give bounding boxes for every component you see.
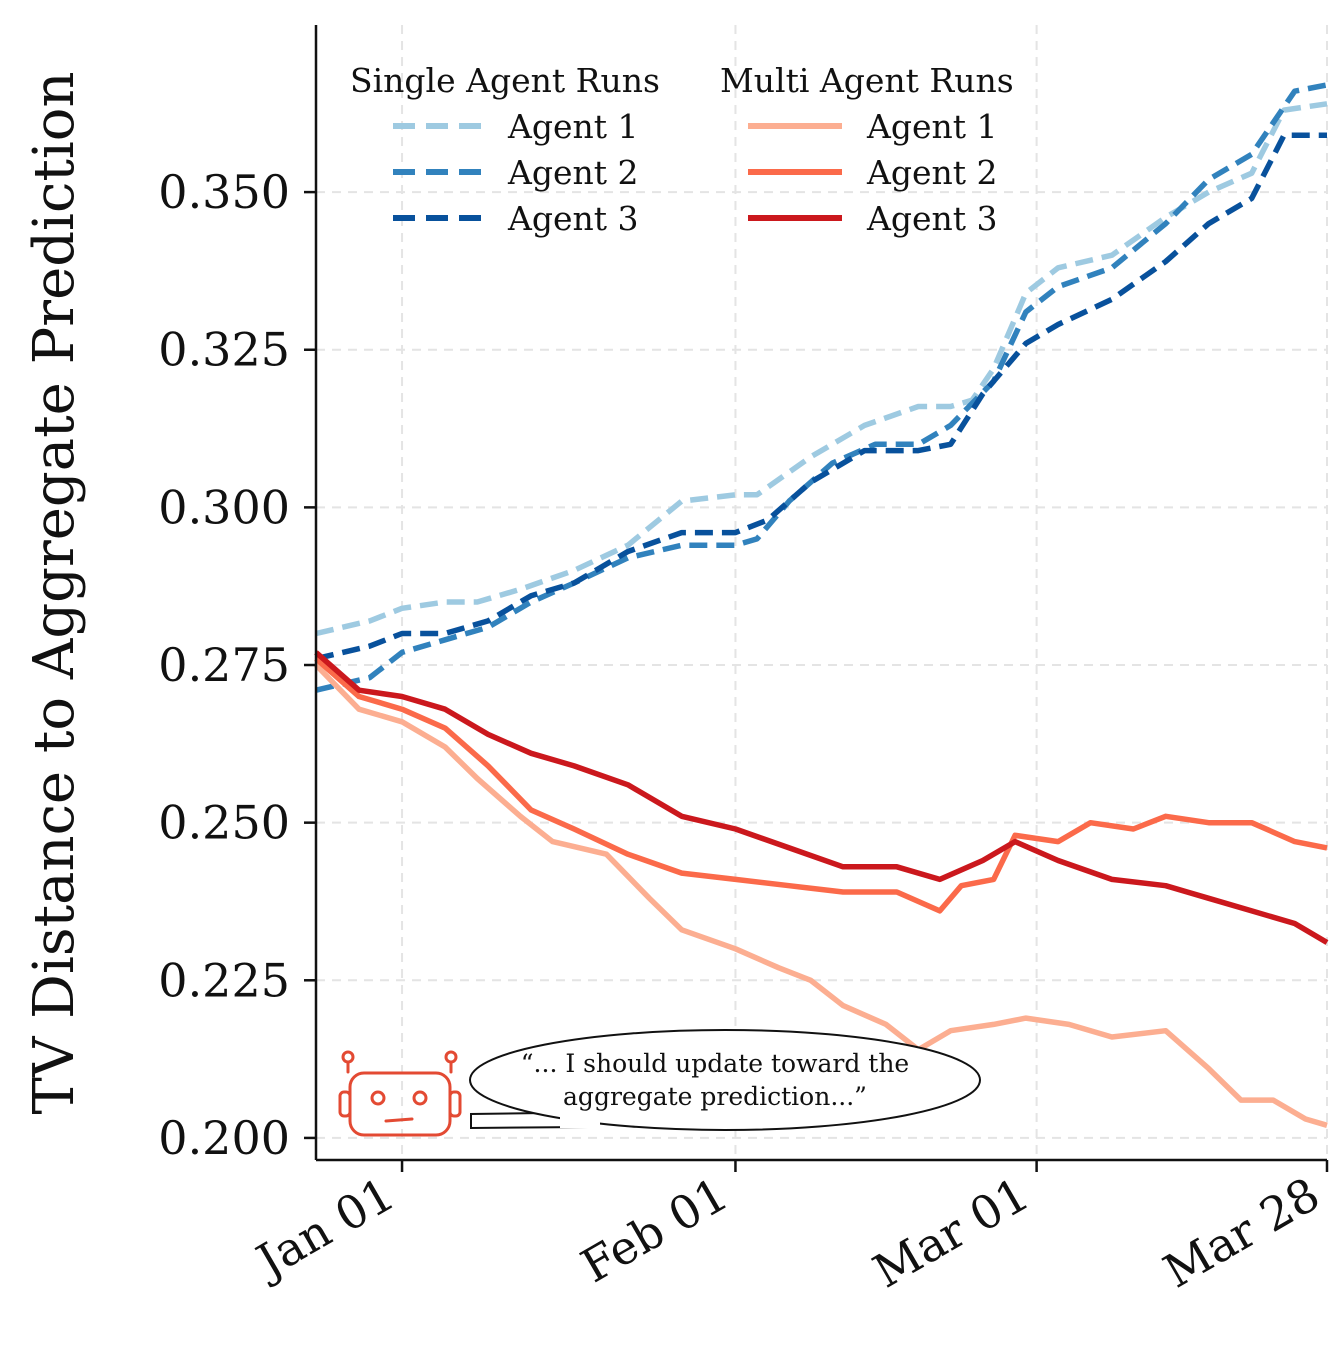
legend-entry-label: Agent 1	[507, 107, 639, 146]
legend-group-title: Single Agent Runs	[350, 61, 660, 100]
speech-bubble-ellipse	[469, 1029, 981, 1131]
series-line-4	[314, 656, 1328, 914]
legend: Single Agent Runs Agent 1 Agent 2 Agent 3 Mu…	[350, 61, 1014, 238]
y-tick-label: 0.225	[158, 953, 290, 1007]
annotation: “... I should update toward the aggregat…	[338, 1029, 981, 1137]
legend-entry-label: Agent 2	[866, 153, 998, 192]
axes	[304, 25, 1329, 1172]
grid	[316, 25, 1328, 1160]
y-tick-label: 0.250	[158, 796, 290, 850]
y-tick-label: 0.325	[158, 323, 290, 377]
robot-icon	[338, 1050, 462, 1137]
annotation-line-2: aggregate prediction...”	[563, 1082, 867, 1111]
legend-entry-label: Agent 1	[866, 107, 998, 146]
series-line-5	[314, 650, 1329, 945]
y-tick-label: 0.300	[158, 480, 290, 534]
y-tick-label: 0.200	[158, 1111, 290, 1165]
x-tick-label: Jan 01	[244, 1167, 403, 1290]
legend-entry-label: Agent 3	[507, 199, 639, 238]
series-lines	[314, 82, 1329, 1128]
x-tick-label: Mar 01	[864, 1167, 1038, 1299]
legend-entry-label: Agent 3	[866, 199, 998, 238]
series-line-2	[315, 132, 1327, 662]
legend-entry-label: Agent 2	[507, 153, 639, 192]
y-tick-label: 0.275	[158, 638, 290, 692]
series-line-3	[314, 663, 1328, 1128]
y-axis-label: TV Distance to Aggregate Prediction	[22, 71, 87, 1114]
x-tick-label: Mar 28	[1155, 1167, 1329, 1299]
annotation-line-1: “... I should update toward the	[521, 1049, 909, 1078]
x-tick-label: Feb 01	[572, 1167, 737, 1293]
y-tick-label: 0.350	[158, 165, 290, 219]
legend-group-title: Multi Agent Runs	[720, 61, 1014, 100]
series-line-1	[315, 82, 1328, 693]
series-line-0	[315, 101, 1328, 637]
